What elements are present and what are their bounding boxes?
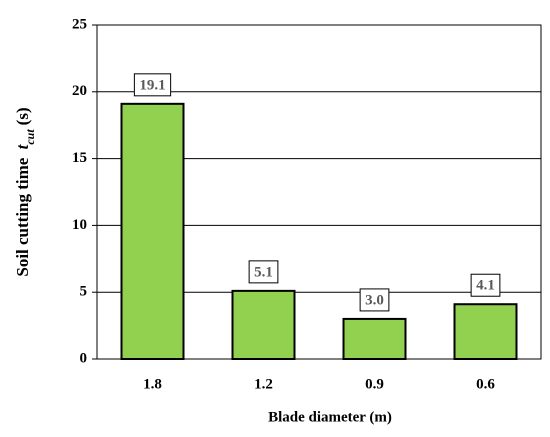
y-tick-label: 15 bbox=[72, 150, 87, 166]
bar bbox=[453, 303, 518, 360]
y-axis-title-unit: (s) bbox=[13, 107, 32, 125]
value-label-box bbox=[470, 273, 501, 297]
x-tick-label: 1.8 bbox=[143, 376, 162, 392]
y-tick-label: 20 bbox=[72, 83, 87, 99]
y-tick-label: 10 bbox=[72, 217, 87, 233]
plot-frame bbox=[96, 24, 542, 360]
y-axis-title-text: Soil cutting time bbox=[13, 157, 32, 276]
y-axis-title-subscript: cut bbox=[23, 129, 37, 145]
value-label-box bbox=[248, 260, 279, 284]
x-axis-title: Blade diameter (m) bbox=[268, 409, 392, 425]
value-label: 19.1 bbox=[139, 77, 165, 93]
y-tick-label: 5 bbox=[80, 284, 88, 300]
value-label-box bbox=[133, 73, 172, 97]
bar bbox=[231, 289, 296, 361]
y-tick-label: 0 bbox=[80, 350, 88, 366]
value-label: 5.1 bbox=[254, 264, 273, 280]
y-axis-title-symbol: t bbox=[13, 143, 32, 149]
value-label: 4.1 bbox=[476, 278, 495, 294]
y-axis-title: Soil cutting time tcut (s) bbox=[13, 107, 37, 276]
bar bbox=[342, 317, 407, 361]
x-tick-label: 0.9 bbox=[365, 376, 384, 392]
bar bbox=[120, 102, 185, 360]
y-tick-label: 25 bbox=[72, 16, 87, 32]
value-label: 3.0 bbox=[365, 292, 384, 308]
x-tick-label: 0.6 bbox=[476, 376, 495, 392]
x-tick-label: 1.2 bbox=[254, 376, 273, 392]
value-label-box bbox=[359, 288, 390, 312]
